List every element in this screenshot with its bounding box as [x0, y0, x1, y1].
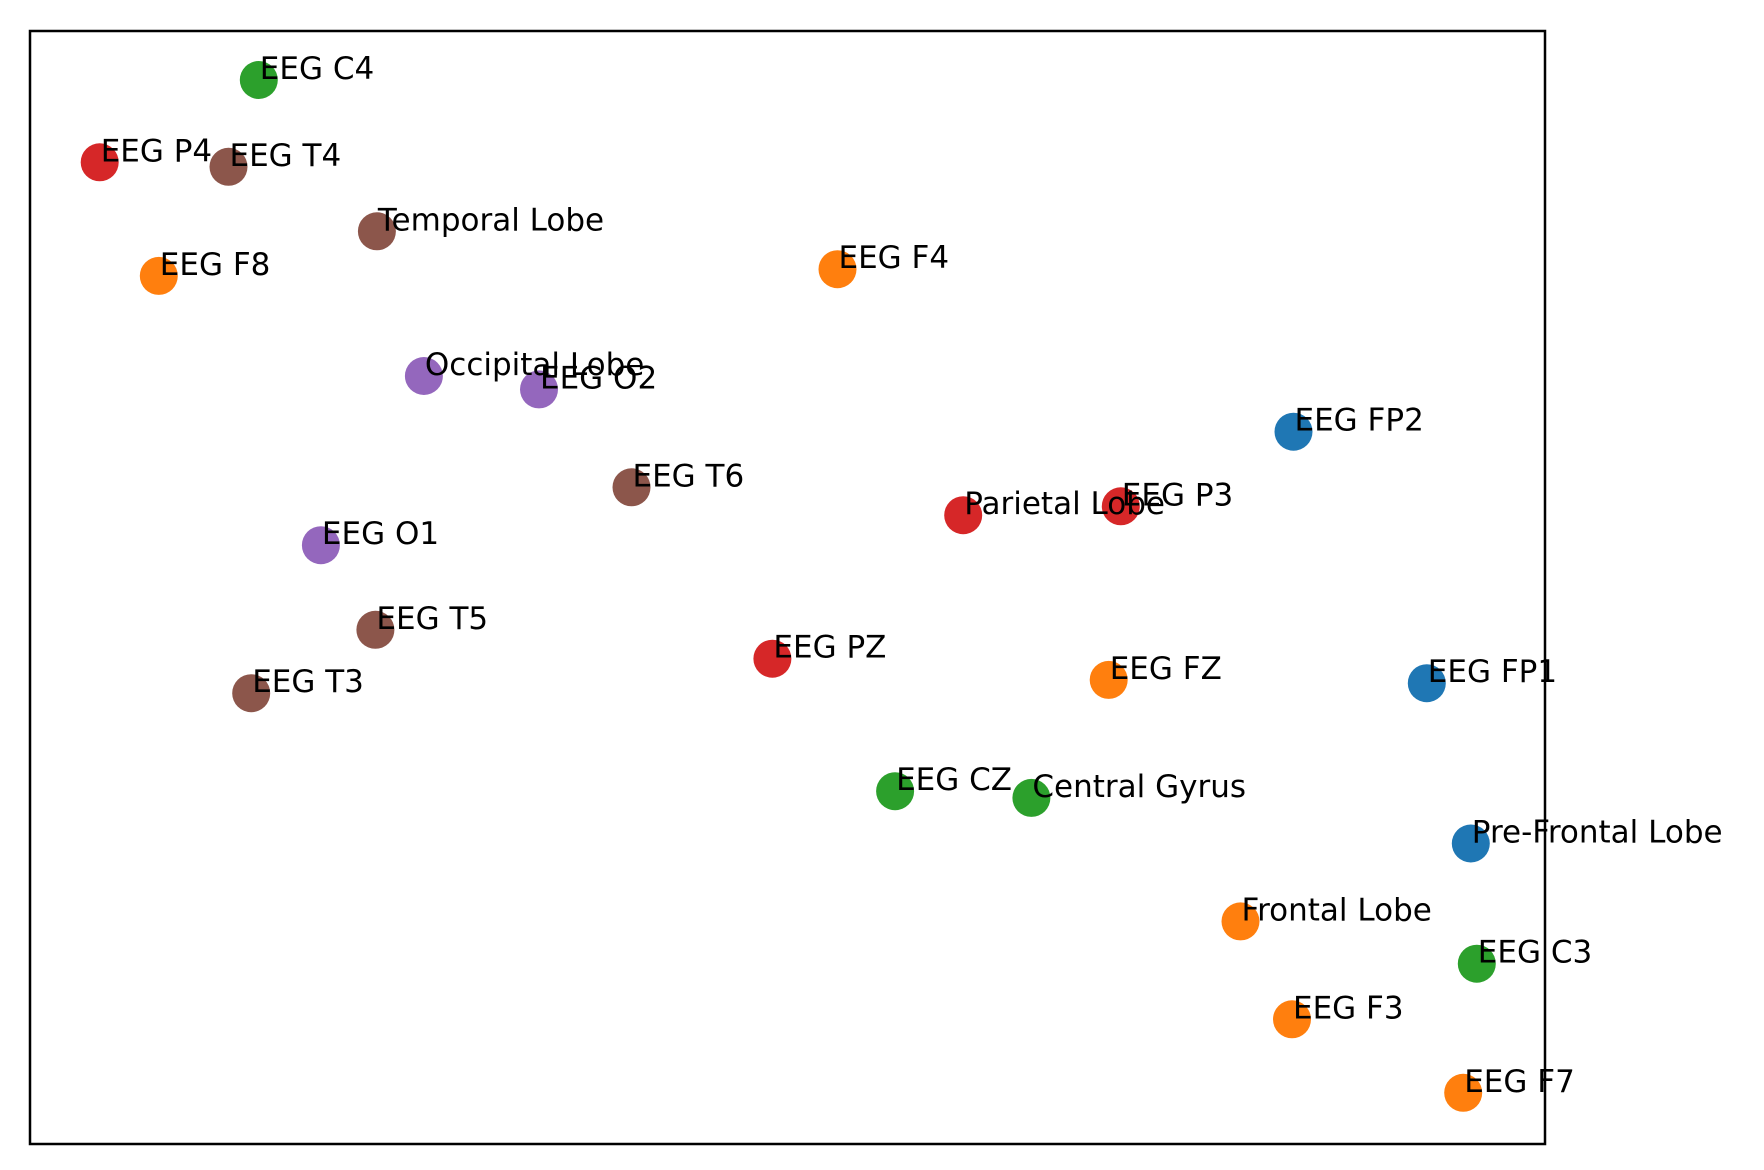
point-label: Central Gyrus: [1032, 769, 1246, 805]
point-label: EEG T3: [252, 664, 364, 700]
point-label: Temporal Lobe: [377, 202, 604, 238]
point-label: EEG FP2: [1295, 403, 1424, 439]
point-label: Parietal Lobe: [964, 486, 1165, 522]
point-label: EEG T4: [230, 138, 342, 174]
point-label: EEG T5: [376, 601, 488, 637]
labels-layer: EEG C4 EEG P4 EEG T4 Temporal Lobe EEG F8 EEG…: [101, 51, 1723, 1100]
plot-area-frame: [28, 29, 1547, 1146]
scatter-point: [818, 250, 857, 289]
point-label: Occipital Lobe: [425, 347, 644, 383]
point-label: EEG F4: [839, 240, 950, 276]
point-label: EEG T6: [633, 458, 745, 494]
scatter-point: [404, 357, 443, 395]
point-label: EEG C4: [260, 51, 374, 87]
scatter-point: [209, 147, 248, 186]
point-label: EEG C3: [1478, 935, 1592, 971]
point-label: Frontal Lobe: [1242, 892, 1432, 928]
point-label: EEG O1: [322, 516, 439, 552]
scatter-point: [239, 61, 278, 99]
scatter-point: [232, 674, 271, 713]
point-label: EEG F7: [1464, 1064, 1575, 1100]
scatter-point: [1457, 944, 1496, 983]
scatter-point: [1089, 660, 1128, 699]
point-label: EEG FZ: [1110, 651, 1222, 687]
scatter-point: [1407, 664, 1446, 703]
point-label: EEG CZ: [896, 762, 1012, 798]
scatter-point: [1012, 778, 1051, 817]
scatter-point: [1273, 1000, 1311, 1039]
point-label: EEG FP1: [1428, 654, 1557, 690]
scatter-point: [1274, 412, 1313, 451]
scatter-point: [1451, 824, 1490, 863]
point-label: EEG PZ: [773, 630, 886, 666]
scatter-point: [1221, 902, 1260, 941]
scatter-point: [80, 143, 119, 182]
points-layer: [80, 61, 1496, 1112]
scatter-point: [356, 610, 395, 649]
point-label: EEG F8: [160, 247, 271, 283]
point-label: EEG P4: [101, 133, 212, 169]
scatter-point: [612, 468, 651, 507]
point-label: EEG P3: [1122, 477, 1233, 513]
scatter-point: [753, 639, 792, 678]
scatter-point: [876, 772, 915, 811]
scatter-point: [357, 212, 396, 251]
point-label: EEG O2: [540, 360, 657, 396]
scatter-point: [301, 526, 340, 565]
scatter-point: [139, 256, 178, 295]
scatter-point: [1444, 1073, 1483, 1112]
point-label: EEG F3: [1293, 990, 1404, 1026]
scatter-point: [520, 370, 558, 409]
scatter-point: [1101, 487, 1140, 526]
point-label: Pre-Frontal Lobe: [1472, 815, 1723, 851]
scatter-point: [944, 496, 983, 535]
